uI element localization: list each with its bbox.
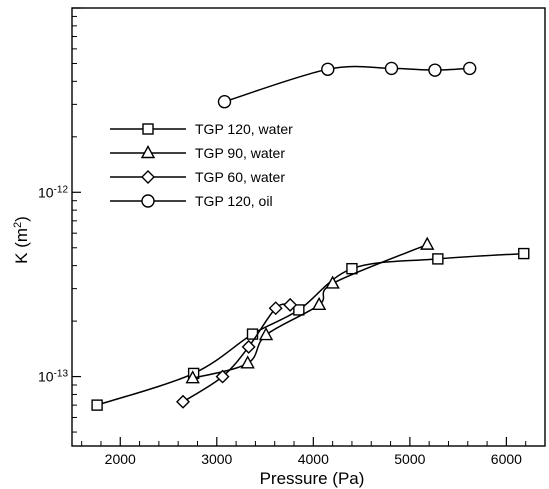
x-axis-label: Pressure (Pa)	[260, 469, 365, 488]
legend-marker-square-icon	[142, 123, 154, 135]
series-triangle	[185, 236, 435, 384]
data-point	[518, 247, 530, 260]
plot-area	[71, 7, 546, 447]
x-axis: 2000 3000 4000 5000 6000	[81, 437, 546, 467]
legend-marker-triangle-icon	[140, 145, 156, 159]
y-axis-label-close: )	[12, 216, 31, 222]
data-point	[428, 63, 442, 77]
x-tick-label: 2000	[105, 451, 136, 467]
y-axis-label: K (m2)	[12, 216, 31, 264]
data-point	[241, 339, 256, 354]
data-point	[311, 296, 327, 311]
data-point	[258, 327, 274, 341]
data-point	[420, 236, 435, 250]
data-point	[217, 95, 232, 109]
series-line	[96, 252, 524, 406]
x-tick-label: 4000	[298, 451, 329, 467]
y-axis-label-sup: 2	[12, 222, 24, 228]
data-point	[432, 253, 444, 265]
y-tick-label: 10-13	[38, 368, 68, 385]
series-layer	[91, 61, 530, 411]
legend-entry: TGP 120, water	[110, 121, 293, 137]
data-point	[463, 61, 477, 76]
data-point	[384, 61, 399, 76]
x-tick-label: 5000	[394, 451, 425, 467]
data-point	[321, 62, 335, 76]
data-point	[283, 297, 298, 312]
data-point	[176, 394, 191, 409]
legend: TGP 120, water TGP 90, water TGP 60, water…	[110, 121, 293, 209]
legend-label: TGP 120, water	[195, 121, 293, 137]
series-circle	[217, 61, 477, 109]
y-axis-label-base: K (m	[12, 228, 31, 264]
data-point	[268, 301, 283, 316]
data-point	[325, 275, 340, 289]
legend-entry: TGP 120, oil	[110, 193, 273, 209]
legend-label: TGP 90, water	[195, 145, 285, 161]
legend-marker-circle-icon	[141, 194, 155, 208]
data-point	[215, 369, 230, 384]
y-axis: 10-13 10-12	[38, 7, 81, 433]
x-tick-label: 6000	[491, 451, 522, 467]
y-tick-label: 10-12	[38, 184, 68, 201]
legend-label: TGP 120, oil	[195, 193, 273, 209]
series-line	[182, 303, 291, 403]
data-point	[240, 355, 255, 369]
legend-entry: TGP 90, water	[110, 145, 285, 161]
data-point	[185, 370, 200, 384]
series-diamond	[176, 297, 298, 409]
data-point	[346, 262, 358, 275]
series-square	[91, 247, 530, 411]
plot-frame	[71, 7, 546, 447]
data-point	[91, 399, 103, 411]
legend-label: TGP 60, water	[195, 169, 285, 185]
legend-marker-diamond-icon	[141, 170, 155, 184]
x-tick-label: 3000	[201, 451, 232, 467]
series-line	[192, 243, 428, 379]
legend-entry: TGP 60, water	[110, 169, 285, 185]
data-point	[293, 304, 305, 316]
